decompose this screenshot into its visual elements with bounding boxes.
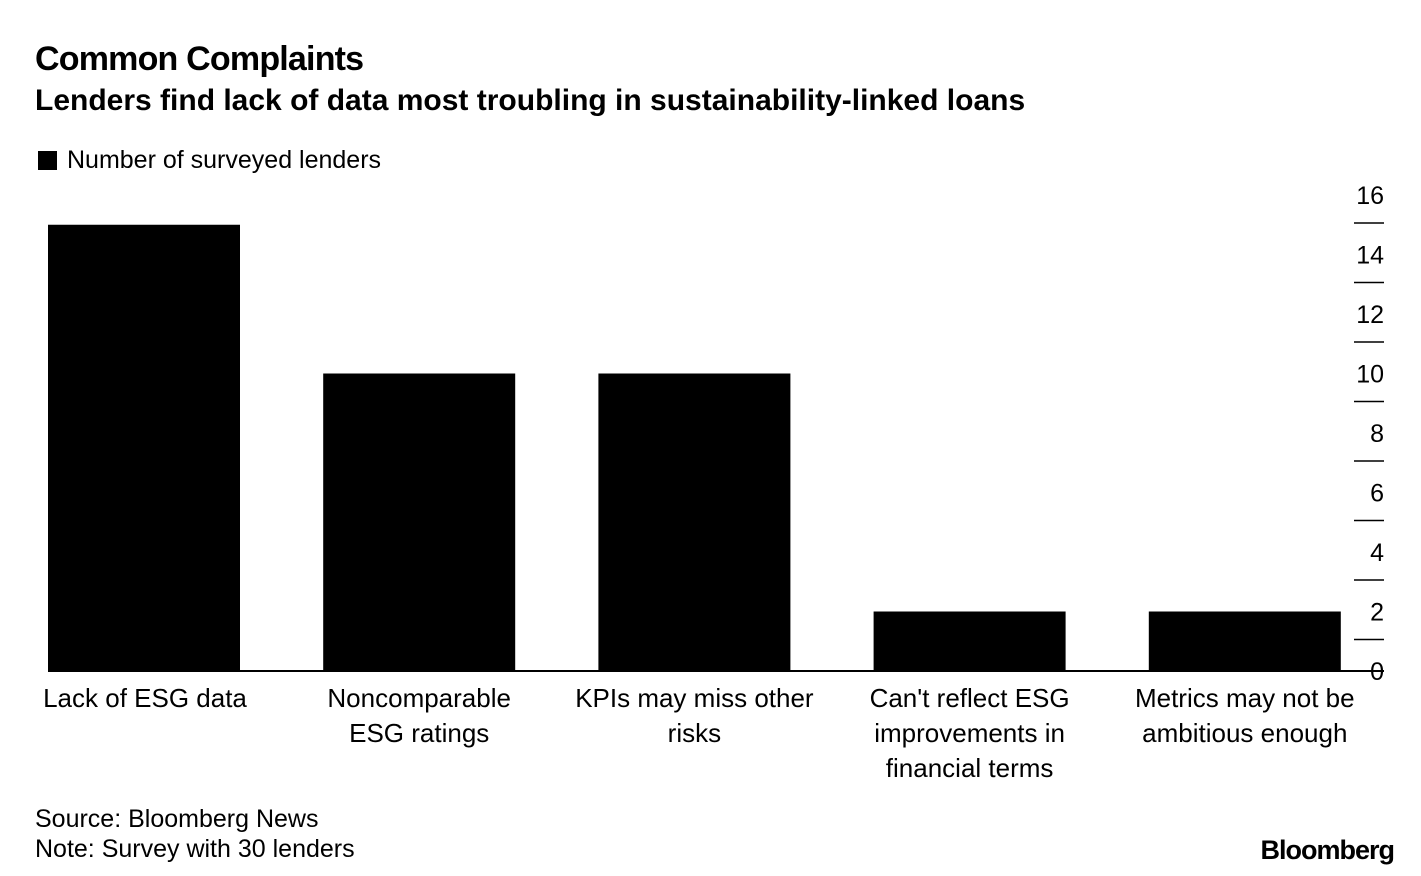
- y-tick-label: 6: [1370, 480, 1384, 508]
- y-tick-label: 16: [1356, 182, 1384, 210]
- x-tick-label: Noncomparable ESG ratings: [327, 683, 511, 748]
- chart-title: Common Complaints: [35, 40, 364, 78]
- x-tick-label-line: Lack of ESG data: [43, 683, 247, 713]
- x-tick-label-line: ESG ratings: [349, 718, 489, 748]
- x-tick-label: KPIs may miss other risks: [575, 683, 814, 748]
- y-tick-label: 14: [1356, 242, 1384, 270]
- bar-chart: 0246810121416Lack of ESG dataNoncomparab…: [43, 182, 1384, 783]
- legend-swatch: [38, 151, 57, 170]
- bar: [873, 611, 1066, 671]
- source-note: Source: Bloomberg News: [35, 805, 319, 833]
- x-tick-label-line: Noncomparable: [327, 683, 511, 713]
- x-tick-label-line: ambitious enough: [1142, 718, 1347, 748]
- y-tick-label: 4: [1370, 539, 1384, 567]
- x-tick-label: Lack of ESG data: [43, 683, 247, 713]
- x-tick-label: Can't reflect ESG improvements in financia…: [870, 683, 1070, 783]
- legend-label: Number of surveyed lenders: [67, 146, 382, 174]
- survey-note: Note: Survey with 30 lenders: [35, 835, 355, 863]
- y-tick-label: 12: [1356, 301, 1384, 329]
- x-tick-label-line: KPIs may miss other: [575, 683, 814, 713]
- bar: [598, 373, 791, 671]
- bar: [48, 224, 240, 671]
- y-tick-label: 2: [1370, 599, 1384, 627]
- x-tick-label-line: risks: [668, 718, 721, 748]
- y-tick-label: 10: [1356, 361, 1384, 389]
- x-tick-label-line: improvements in: [874, 718, 1065, 748]
- legend: Number of surveyed lenders: [38, 146, 381, 175]
- x-tick-label-line: Metrics may not be: [1135, 683, 1355, 713]
- x-tick-label-line: financial terms: [886, 753, 1054, 783]
- chart-subtitle: Lenders find lack of data most troubling…: [35, 84, 1026, 117]
- x-tick-label: Metrics may not be ambitious enough: [1135, 683, 1355, 748]
- bar: [323, 373, 516, 671]
- bar: [1148, 611, 1341, 671]
- x-tick-label-line: Can't reflect ESG: [870, 683, 1070, 713]
- bloomberg-logo: Bloomberg: [1260, 835, 1395, 865]
- y-tick-label: 8: [1370, 420, 1384, 448]
